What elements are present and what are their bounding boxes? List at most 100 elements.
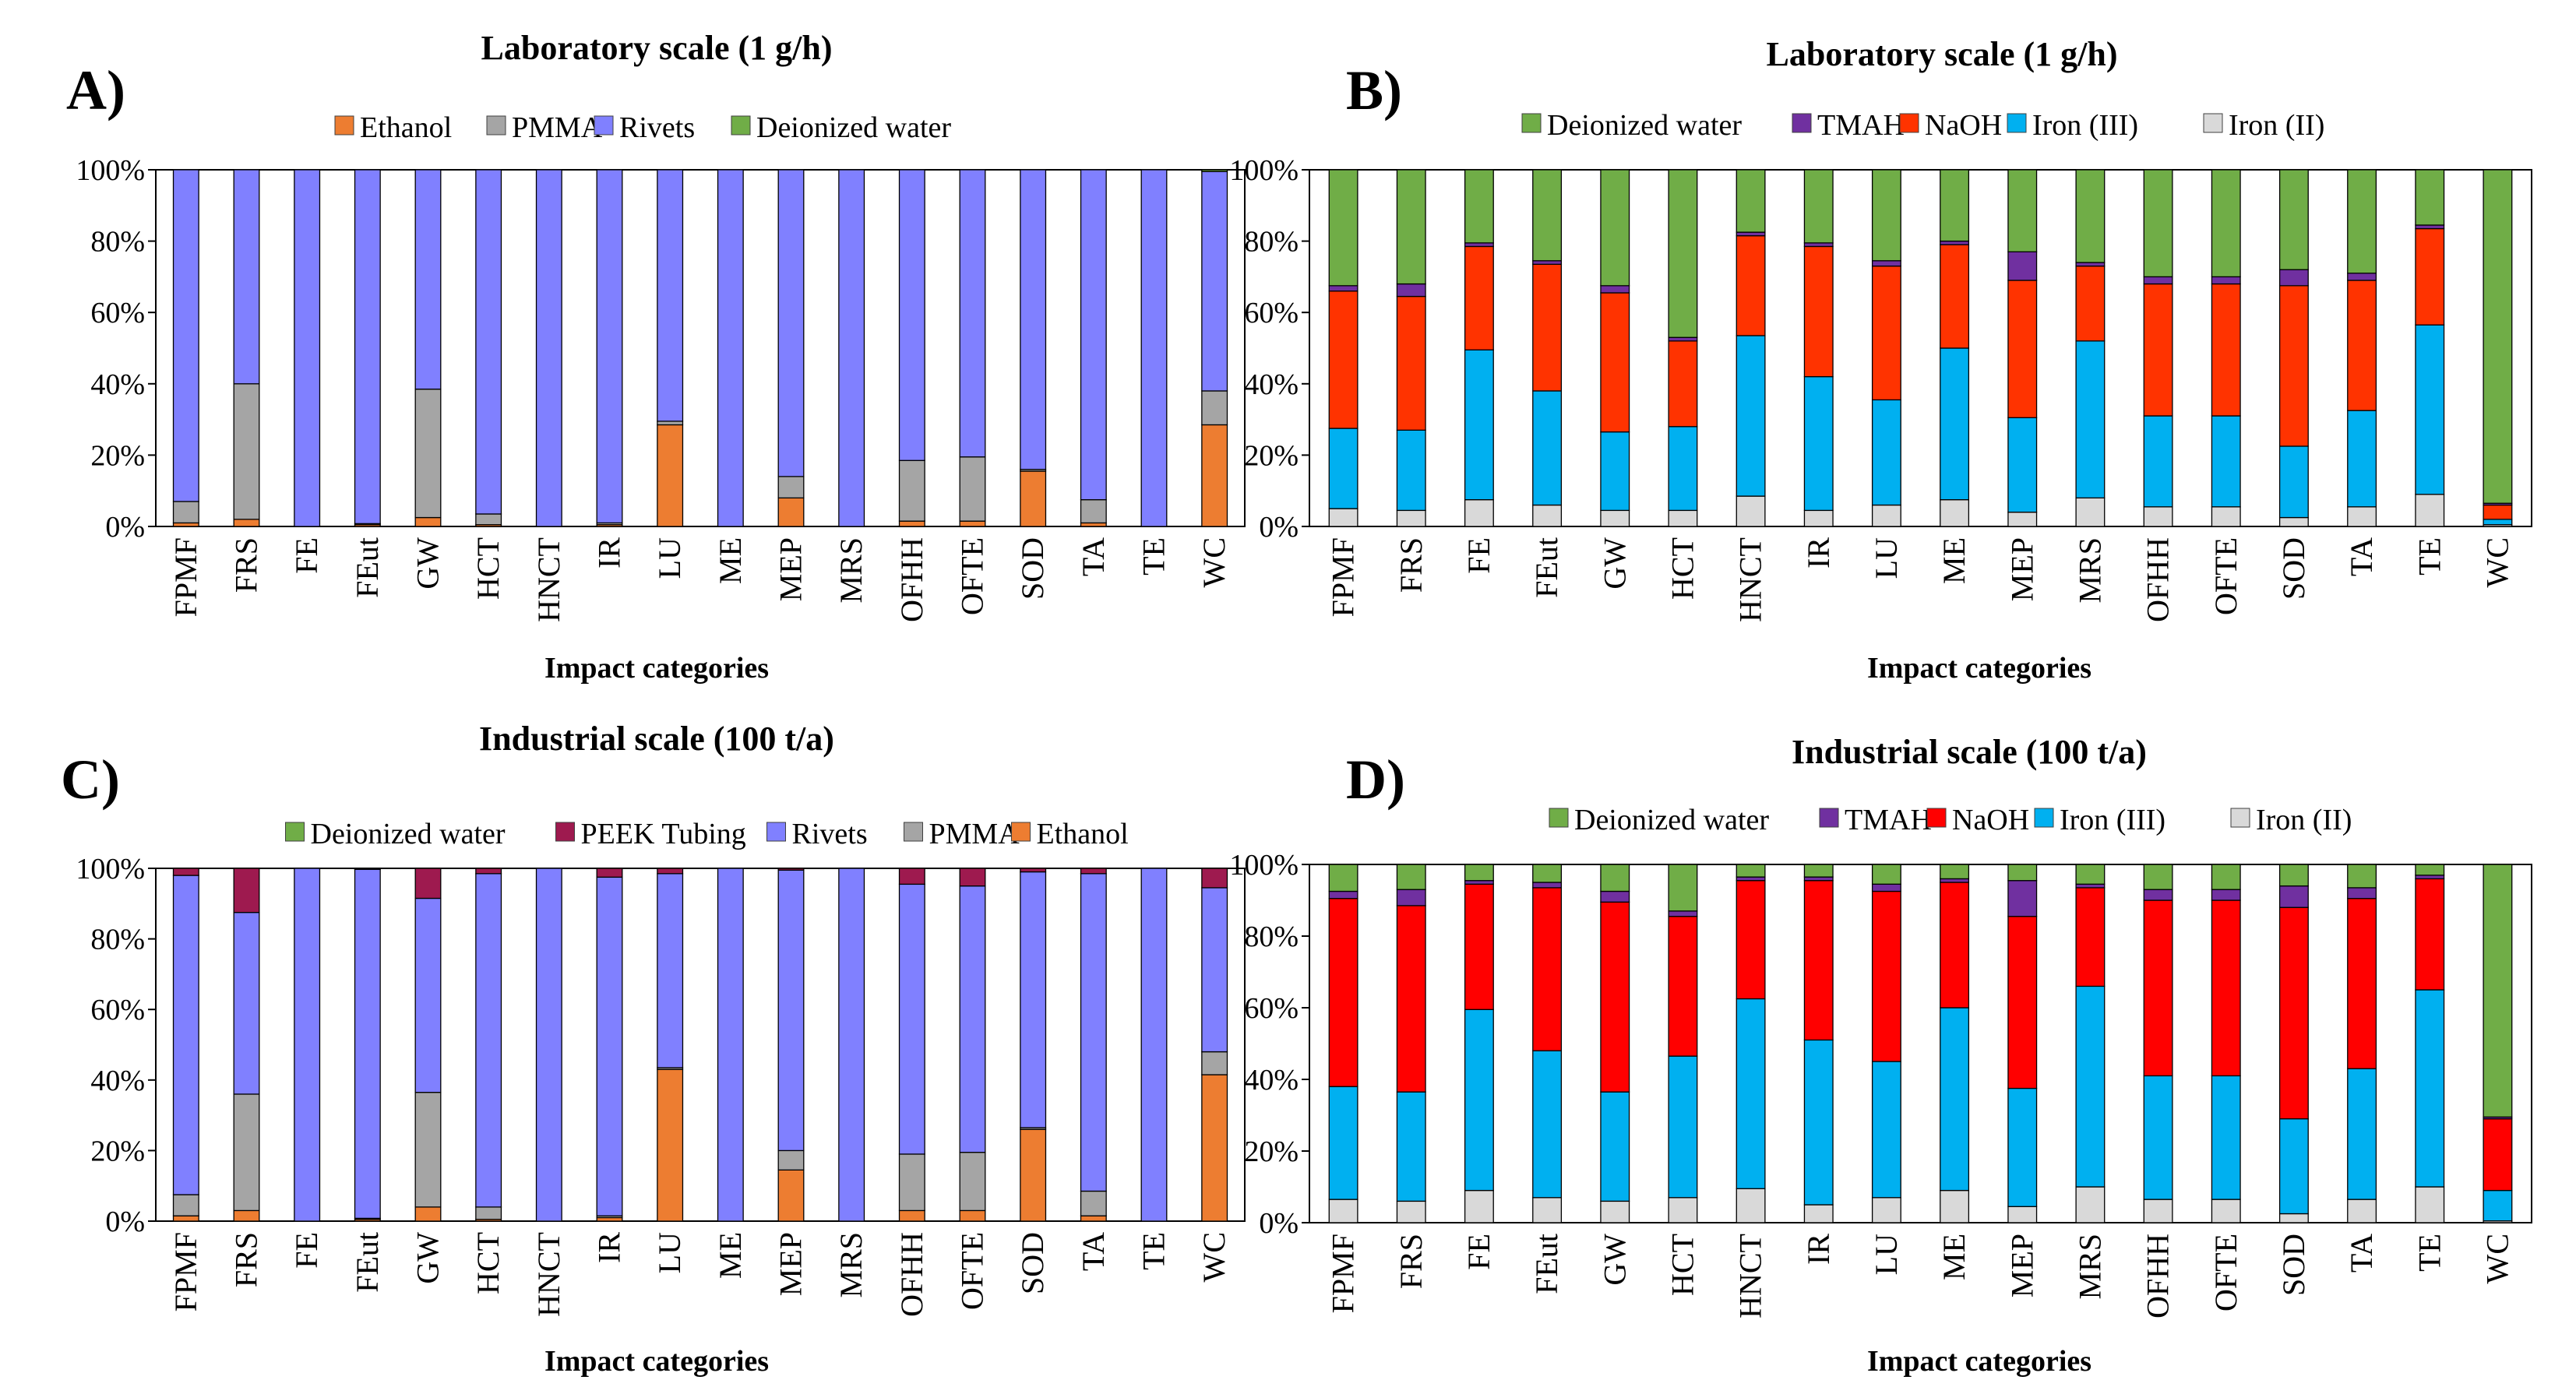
y-tick-label: 80% — [90, 226, 145, 259]
bar-segment — [1736, 864, 1766, 878]
x-tick-label: MRS — [833, 1232, 869, 1298]
bar-segment — [2143, 1199, 2173, 1223]
bar-segment — [1020, 868, 1047, 873]
legend-label: TMAH — [1845, 804, 1932, 836]
legend-label: Iron (III) — [2032, 109, 2138, 142]
x-tick-label: ME — [713, 537, 748, 584]
bar-segment — [2075, 883, 2106, 889]
bar-segment — [1020, 871, 1047, 1128]
y-tick-label: 40% — [90, 368, 145, 401]
bar-segment — [2143, 283, 2173, 417]
bar-segment — [1803, 375, 1834, 512]
x-tick-label: FEut — [350, 537, 385, 598]
x-tick-label: MEP — [2004, 1234, 2039, 1297]
bar-segment — [1600, 509, 1630, 527]
bar-segment — [1532, 504, 1563, 527]
bar-segment — [1328, 890, 1358, 899]
x-tick-label: OFTE — [955, 537, 990, 615]
bar-segment — [657, 1068, 684, 1222]
x-tick-label: TE — [1136, 537, 1172, 576]
bar-segment — [1464, 349, 1494, 501]
y-tick-label: 60% — [1244, 992, 1299, 1025]
legend-swatch — [285, 822, 305, 842]
y-tick-label: 80% — [90, 924, 145, 956]
bar-segment — [1600, 285, 1630, 294]
x-tick-label: MEP — [774, 1232, 809, 1296]
bar-segment — [233, 911, 260, 1095]
x-tick-label: FRS — [229, 1232, 264, 1287]
x-tick-label: TA — [1076, 1232, 1111, 1271]
x-tick-label: OFHH — [894, 1232, 929, 1317]
bar-segment — [2007, 1087, 2038, 1207]
y-tick-label: 60% — [90, 297, 145, 329]
bar-segment — [959, 1209, 986, 1222]
bar-segment — [1532, 882, 1563, 889]
legend-label: Deionized water — [1547, 109, 1742, 142]
chart-legend: Ethanol PMMA Rivets Deionized water — [334, 111, 951, 144]
bar-segment — [1396, 169, 1426, 285]
legend-label: Iron (III) — [2060, 804, 2165, 836]
bar-segment — [2483, 169, 2513, 504]
bar-segment — [2415, 864, 2445, 876]
legend-label: PMMA — [929, 818, 1020, 850]
legend-swatch — [904, 822, 923, 842]
bar-segment — [1600, 169, 1630, 287]
bar-segment — [1668, 916, 1698, 1057]
bar-segment — [1532, 260, 1563, 266]
bar-segment — [2347, 898, 2377, 1069]
x-tick-label: HNCT — [531, 1232, 566, 1317]
bar-segment — [1201, 169, 1228, 172]
bar-segment — [2278, 445, 2309, 519]
chart-panel-d: D) Industrial scale (100 t/a) Deionized wa… — [1229, 733, 2532, 1378]
bar-segment — [1600, 864, 1630, 892]
bar-segment — [1871, 266, 1901, 401]
x-tick-label: FEut — [350, 1232, 385, 1293]
bar-segment — [354, 868, 381, 1220]
legend-swatch — [594, 115, 614, 136]
legend-swatch — [1521, 113, 1542, 133]
bar-segment — [1736, 235, 1766, 336]
chart-legend: Deionized water TMAH NaOH Iron (III) Iron (I… — [1549, 804, 2352, 836]
x-tick-label: FPMF — [1326, 537, 1361, 617]
plot-frame — [1309, 169, 2532, 527]
bar-segment — [1464, 883, 1494, 1010]
panel-label: C) — [61, 748, 120, 811]
x-axis-label: Impact categories — [1867, 1345, 2091, 1378]
bar-segment — [1532, 1197, 1563, 1223]
bar-segment — [1736, 231, 1766, 237]
bar-segment — [959, 520, 986, 527]
bar-segment — [2347, 169, 2377, 274]
bar-segment — [2347, 506, 2377, 527]
bar-segment — [1940, 169, 1970, 242]
x-tick-label: TA — [2344, 1234, 2379, 1273]
bar-segment — [475, 868, 502, 875]
bar-segment — [1736, 495, 1766, 527]
bar-segment — [1464, 242, 1494, 248]
bar-segment — [1871, 883, 1901, 892]
bar-segment — [414, 1206, 442, 1222]
bar-segment — [1803, 242, 1834, 248]
bar-segment — [1396, 1091, 1426, 1202]
x-tick-label: OFHH — [2141, 1234, 2176, 1318]
bar-segment — [1803, 864, 1834, 878]
bar-segment — [1396, 295, 1426, 431]
bar-segment — [2143, 506, 2173, 527]
bar-segment — [1020, 470, 1047, 527]
bar-segment — [1464, 1189, 1494, 1223]
bar-segment — [1736, 876, 1766, 882]
bar-segment — [1940, 244, 1970, 349]
x-tick-label: IR — [1801, 537, 1836, 569]
bar-segment — [2483, 1189, 2513, 1222]
bar-segment — [2007, 417, 2038, 513]
bar-segment — [898, 868, 925, 885]
bar-segment — [1201, 1074, 1228, 1222]
bar-segment — [1396, 283, 1426, 297]
bar-segment — [657, 424, 684, 527]
bar-segment — [1871, 1197, 1901, 1223]
legend-label: Iron (II) — [2256, 804, 2352, 836]
bar-segment — [2415, 169, 2445, 226]
x-tick-label: IR — [592, 537, 627, 569]
panel-label: D) — [1346, 748, 1405, 811]
bar-segment — [2143, 899, 2173, 1077]
y-tick-label: 100% — [1229, 154, 1299, 187]
